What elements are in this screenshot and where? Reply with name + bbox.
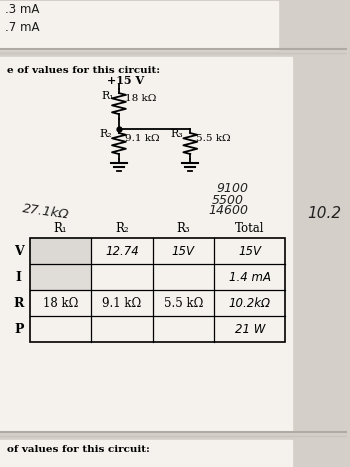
Text: V: V	[14, 245, 24, 258]
Text: +15 V: +15 V	[107, 75, 144, 85]
Text: 9100: 9100	[216, 183, 248, 196]
Text: 21 W: 21 W	[234, 323, 265, 336]
Text: 18 kΩ: 18 kΩ	[125, 93, 156, 103]
Text: .7 mA: .7 mA	[5, 21, 40, 34]
Text: 14600: 14600	[208, 205, 248, 218]
Text: 5.5 kΩ: 5.5 kΩ	[196, 134, 231, 142]
Text: 15V: 15V	[172, 245, 195, 258]
Text: 27.1kΩ: 27.1kΩ	[22, 202, 70, 221]
Text: .3 mA: .3 mA	[5, 3, 39, 16]
Text: 10.2: 10.2	[307, 206, 341, 221]
Text: R: R	[14, 297, 24, 310]
Text: e of values for this circuit:: e of values for this circuit:	[7, 66, 160, 75]
Bar	[0, 57, 292, 431]
Text: 9.1 kΩ: 9.1 kΩ	[102, 297, 141, 310]
Text: Total: Total	[235, 222, 265, 235]
Bar	[30, 238, 286, 342]
Text: R₂: R₂	[115, 222, 129, 235]
Text: 1.4 mA: 1.4 mA	[229, 271, 271, 284]
Text: of values for this circuit:: of values for this circuit:	[7, 445, 150, 454]
Text: R₁: R₁	[101, 91, 114, 100]
Bar	[30, 264, 91, 290]
Bar	[0, 440, 292, 467]
Text: R₃: R₃	[176, 222, 190, 235]
Text: I: I	[16, 271, 22, 284]
Text: 10.2kΩ: 10.2kΩ	[229, 297, 271, 310]
Text: 18 kΩ: 18 kΩ	[43, 297, 78, 310]
Text: 15V: 15V	[238, 245, 261, 258]
Bar	[30, 238, 91, 264]
Bar	[0, 1, 278, 49]
Text: 9.1 kΩ: 9.1 kΩ	[125, 134, 160, 142]
Text: R₃: R₃	[170, 128, 183, 139]
Text: R₂: R₂	[99, 128, 112, 139]
Text: 5500: 5500	[212, 194, 244, 207]
Text: 5.5 kΩ: 5.5 kΩ	[164, 297, 203, 310]
Text: 12.74: 12.74	[105, 245, 139, 258]
Text: P: P	[14, 323, 23, 336]
Text: R₁: R₁	[54, 222, 67, 235]
